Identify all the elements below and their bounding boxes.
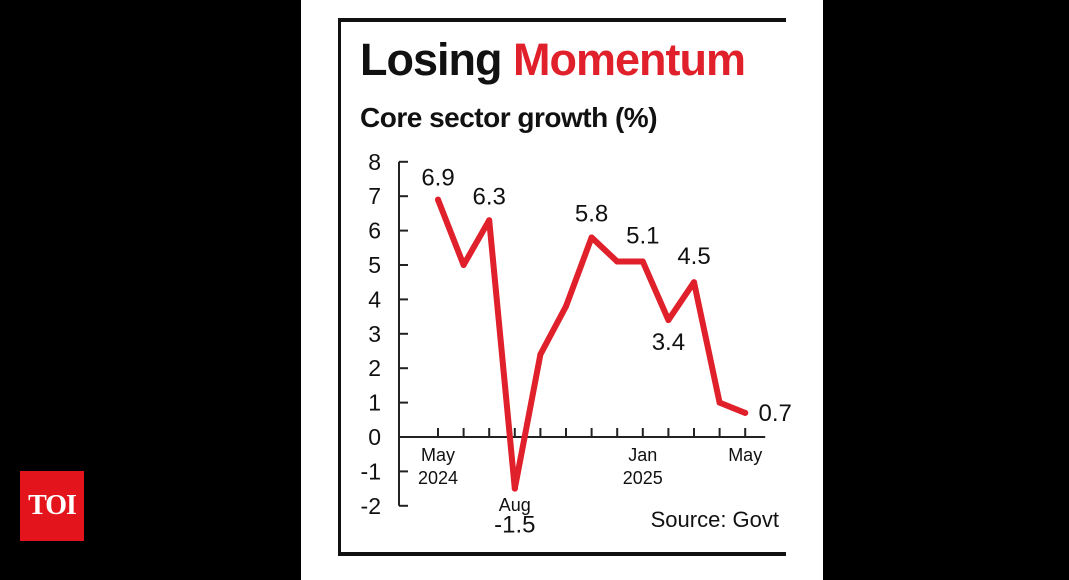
series-line <box>435 196 749 492</box>
x-tick-label: 2025 <box>623 468 663 488</box>
chart-subtitle: Core sector growth (%) <box>360 102 658 133</box>
data-label: -1.5 <box>494 512 535 539</box>
top-rule <box>338 18 786 22</box>
data-label: 4.5 <box>677 243 710 270</box>
chart-title-part-1: Losing <box>360 34 502 85</box>
y-tick-label: 7 <box>368 183 381 209</box>
y-tick-label: 4 <box>368 286 381 312</box>
left-rule <box>338 18 341 556</box>
x-tick-labels: May 2024 Aug Jan 2025 May <box>418 445 762 515</box>
x-tick-label: 2024 <box>418 468 458 488</box>
y-tick-label: 2 <box>368 355 381 381</box>
y-tick-label: 0 <box>368 424 381 450</box>
x-tick-label: May <box>728 445 762 465</box>
x-tick-label: Aug <box>499 495 531 515</box>
y-tick-label: 3 <box>368 321 381 347</box>
bottom-rule <box>338 552 786 556</box>
chart-title: Losing Momentum <box>360 30 746 90</box>
y-tick-labels: 8 7 6 5 4 3 2 1 0 -1 -2 <box>361 149 382 519</box>
y-tick-label: -1 <box>361 458 381 484</box>
data-label: 6.9 <box>421 165 454 192</box>
y-tick-label: 8 <box>368 149 381 175</box>
y-tick-label: -2 <box>361 493 381 519</box>
toi-logo: TOI <box>20 471 84 541</box>
data-label: 5.8 <box>575 200 608 227</box>
data-label: 0.7 <box>759 400 792 427</box>
x-tick-label: May <box>421 445 455 465</box>
data-label: 6.3 <box>473 183 506 210</box>
data-labels: 6.9 6.3 -1.5 5.8 5.1 3.4 4.5 0.7 <box>421 165 792 539</box>
toi-logo-text: TOI <box>28 490 77 521</box>
y-tick-label: 1 <box>368 390 381 416</box>
y-tick-label: 5 <box>368 252 381 278</box>
data-label: 3.4 <box>652 329 685 356</box>
chart-card <box>301 0 823 580</box>
source-note: Source: Govt <box>651 507 779 532</box>
y-tick-label: 6 <box>368 218 381 244</box>
chart-title-part-2: Momentum <box>513 34 746 85</box>
data-label: 5.1 <box>626 223 659 250</box>
x-tick-label: Jan <box>628 445 657 465</box>
